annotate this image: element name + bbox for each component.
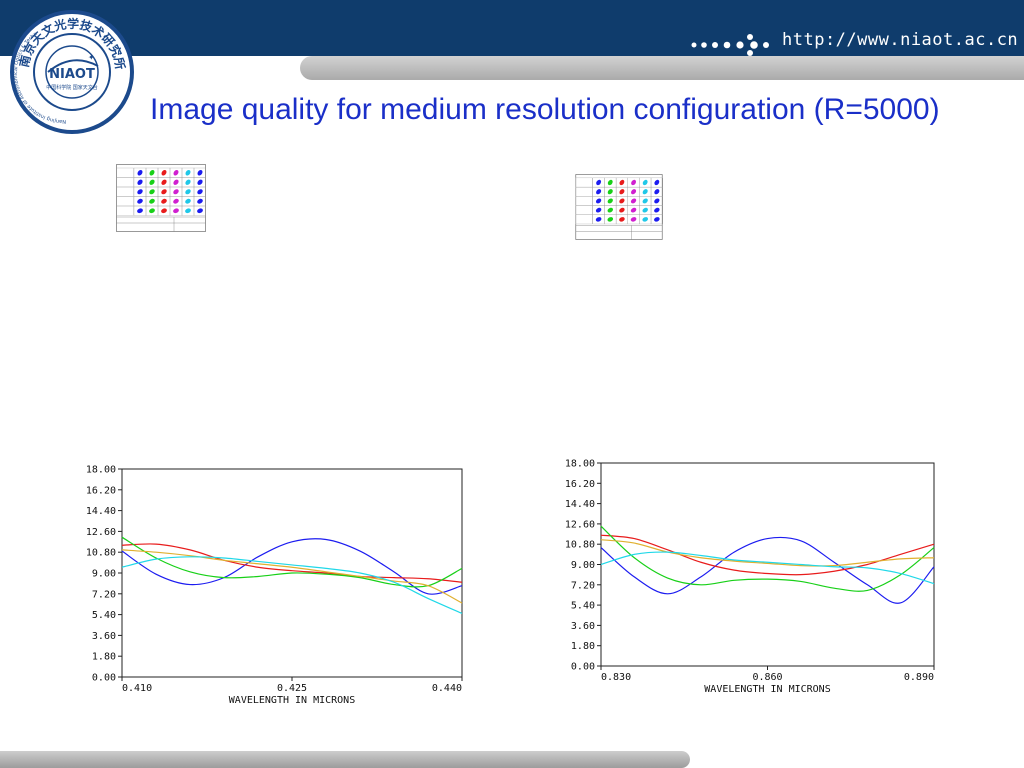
y-tick-label: 7.20 bbox=[92, 589, 116, 600]
y-tick-label: 18.00 bbox=[565, 459, 595, 470]
footer-bar bbox=[0, 751, 690, 768]
slide-title: Image quality for medium resolution conf… bbox=[150, 93, 940, 126]
y-tick-label: 9.00 bbox=[92, 569, 116, 580]
y-tick-label: 16.20 bbox=[565, 479, 595, 490]
y-tick-label: 1.80 bbox=[571, 641, 595, 652]
x-tick-label: 0.425 bbox=[277, 683, 307, 694]
spot-diagram-grid-icon bbox=[116, 164, 206, 232]
merit-plot-blue: 0.00 1.80 3.60 5.40 7.20 9.00 10.80 12.60 14.40 1… bbox=[86, 465, 463, 706]
series-line-4 bbox=[121, 549, 463, 604]
series-line-1 bbox=[121, 538, 463, 595]
series-line-5 bbox=[121, 556, 463, 614]
y-tick-label: 5.40 bbox=[92, 610, 116, 621]
y-tick-label: 0.00 bbox=[571, 662, 595, 673]
x-axis-label: WAVELENGTH IN MICRONS bbox=[704, 684, 830, 695]
y-tick-label: 10.80 bbox=[565, 540, 595, 551]
y-tick-label: 5.40 bbox=[571, 601, 595, 612]
y-tick-label: 18.00 bbox=[86, 465, 116, 476]
x-axis-label: WAVELENGTH IN MICRONS bbox=[229, 695, 355, 706]
x-tick-label: 0.890 bbox=[904, 672, 934, 683]
series-line-1 bbox=[600, 536, 935, 604]
x-tick-label: 0.440 bbox=[432, 683, 462, 694]
y-tick-label: 3.60 bbox=[92, 631, 116, 642]
series-line-3 bbox=[600, 525, 935, 592]
y-tick-label: 7.20 bbox=[571, 580, 595, 591]
spot-diagram-grid-icon bbox=[575, 174, 663, 240]
y-tick-label: 3.60 bbox=[571, 621, 595, 632]
y-tick-label: 9.00 bbox=[571, 560, 595, 571]
logo-center-subtext: 中国科学院 国家天文台 bbox=[46, 84, 98, 91]
logo-center-text: NIAOT bbox=[49, 67, 95, 82]
dots-decoration-icon bbox=[691, 34, 769, 56]
y-tick-label: 16.20 bbox=[86, 485, 116, 496]
header-strip bbox=[300, 56, 1024, 80]
y-tick-label: 14.40 bbox=[86, 506, 116, 517]
y-tick-label: 12.60 bbox=[86, 527, 116, 538]
series-line-4 bbox=[600, 539, 935, 567]
y-tick-label: 10.80 bbox=[86, 548, 116, 559]
y-tick-label: 0.00 bbox=[92, 673, 116, 684]
x-tick-label: 0.860 bbox=[752, 672, 782, 683]
merit-plot-red: 0.00 1.80 3.60 5.40 7.20 9.00 10.80 12.60 14.40 1… bbox=[565, 459, 935, 695]
y-tick-label: 1.80 bbox=[92, 652, 116, 663]
plot-frame bbox=[600, 462, 935, 667]
x-tick-label: 0.830 bbox=[601, 672, 631, 683]
y-tick-label: 12.60 bbox=[565, 519, 595, 530]
series-line-3 bbox=[121, 536, 463, 588]
header-bar bbox=[0, 0, 1024, 56]
x-tick-label: 0.410 bbox=[122, 683, 152, 694]
star-icon: ✦ bbox=[88, 53, 95, 62]
y-tick-label: 14.40 bbox=[565, 499, 595, 510]
series-line-5 bbox=[600, 551, 935, 585]
series-line-2 bbox=[121, 543, 463, 583]
website-url: http://www.niaot.ac.cn bbox=[782, 30, 1019, 50]
niaot-seal-icon: 南京天文光学技术研究所 Nanjing Institute of Astrono… bbox=[8, 8, 134, 134]
